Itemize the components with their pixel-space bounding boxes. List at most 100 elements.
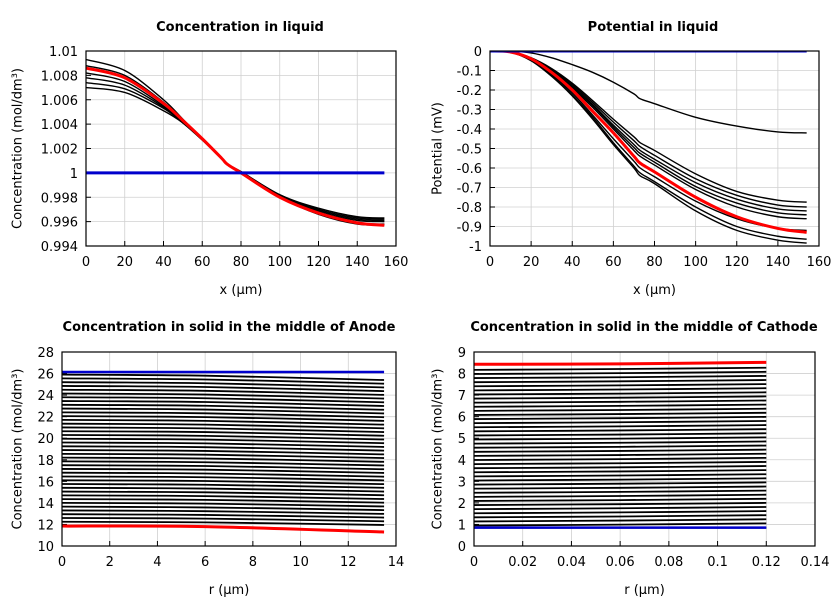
- y-tick-label: 14: [37, 497, 54, 512]
- plot-area: [62, 370, 385, 534]
- y-tick-label: 8: [458, 368, 466, 383]
- y-tick-label: 6: [458, 411, 466, 426]
- y-tick-label: 4: [458, 454, 466, 469]
- x-tick-label: 40: [564, 255, 581, 270]
- black-series-line: [62, 460, 385, 467]
- black-series-line: [474, 518, 767, 523]
- red-series-line: [490, 51, 807, 234]
- y-axis-label: Potential (mV): [431, 102, 446, 195]
- x-tick-label: 0.12: [752, 555, 781, 570]
- black-series-line: [62, 520, 385, 526]
- axes-frame: [489, 50, 820, 247]
- black-series-line: [474, 444, 767, 449]
- x-tick-label: 100: [267, 255, 292, 270]
- black-series-line: [474, 506, 767, 511]
- x-tick-label: 0.14: [801, 555, 830, 570]
- black-series-line: [62, 505, 385, 512]
- y-tick-label: -0.5: [457, 143, 482, 158]
- subplot-2: 0 20 40 60 80 100 120 140 160 -1 -0.9 -0.8 -0.7 -0.6 -…: [431, 20, 832, 298]
- black-series-line: [86, 86, 385, 219]
- y-tick-label: 1: [70, 167, 78, 182]
- black-series-line: [474, 407, 767, 412]
- y-tick-label: 7: [458, 389, 466, 404]
- y-tick-label: -0.9: [457, 221, 482, 236]
- black-series-line: [474, 415, 767, 420]
- x-axis-label: x (µm): [220, 283, 263, 298]
- y-tick-label: 1.004: [41, 118, 78, 133]
- black-series-line: [86, 77, 385, 222]
- x-tick-label: 0.06: [606, 555, 635, 570]
- x-tick-label: 120: [306, 255, 331, 270]
- y-tick-label: 26: [37, 368, 54, 383]
- black-series-line: [62, 385, 385, 393]
- black-series-line: [62, 475, 385, 482]
- y-tick-label: 0: [458, 540, 466, 555]
- black-series-line: [62, 468, 385, 474]
- x-tick-label: 20: [116, 255, 133, 270]
- black-series-line: [474, 403, 767, 408]
- black-series-line: [490, 51, 807, 134]
- black-series-line: [474, 485, 767, 490]
- red-series-line: [86, 66, 385, 227]
- black-series-line: [474, 481, 767, 486]
- black-series-line: [474, 440, 767, 445]
- chart-title: Concentration in solid in the middle of …: [63, 320, 396, 335]
- black-series-line: [490, 51, 807, 240]
- black-series-line: [62, 498, 385, 504]
- x-tick-label: 160: [384, 255, 409, 270]
- x-tick-label: 6: [201, 555, 209, 570]
- y-tick-label: -1: [469, 240, 482, 255]
- black-series-line: [62, 494, 385, 500]
- black-series-line: [62, 400, 385, 407]
- black-series-line: [62, 388, 385, 396]
- black-series-line: [474, 473, 767, 478]
- x-tick-label: 10: [292, 555, 309, 570]
- x-tick-label: 0.04: [557, 555, 586, 570]
- black-series-line: [474, 514, 767, 519]
- y-tick-label: -0.1: [457, 65, 482, 80]
- black-series-line: [474, 379, 767, 384]
- black-series-line: [474, 461, 767, 465]
- y-tick-label: -0.8: [457, 201, 482, 216]
- black-series-line: [62, 449, 385, 456]
- black-series-line: [62, 373, 385, 381]
- black-series-line: [62, 422, 385, 430]
- x-tick-label: 0.02: [508, 555, 537, 570]
- black-series-line: [474, 387, 767, 392]
- black-series-line: [474, 395, 767, 400]
- x-tick-label: 0: [82, 255, 90, 270]
- x-tick-label: 80: [646, 255, 663, 270]
- x-tick-label: 140: [345, 255, 370, 270]
- black-series-line: [474, 493, 767, 498]
- x-tick-label: 0: [470, 555, 478, 570]
- black-series-line: [62, 471, 385, 478]
- black-series-line: [474, 510, 767, 515]
- y-tick-label: 20: [37, 432, 54, 447]
- black-series-line: [86, 64, 385, 225]
- x-tick-label: 14: [388, 555, 405, 570]
- y-tick-label: -0.2: [457, 84, 482, 99]
- black-series-line: [474, 501, 767, 506]
- black-series-line: [62, 403, 385, 411]
- black-series-line: [62, 445, 385, 452]
- black-series-line: [62, 415, 385, 422]
- black-series-line: [62, 407, 385, 415]
- y-tick-label: 1.002: [41, 143, 78, 158]
- plot-area: [86, 58, 385, 227]
- black-series-line: [62, 377, 385, 385]
- axes-frame: [85, 50, 397, 247]
- y-tick-label: 0: [474, 45, 482, 60]
- chart-title: Concentration in liquid: [156, 20, 324, 35]
- black-series-line: [62, 483, 385, 489]
- y-tick-label: 0.996: [41, 216, 78, 231]
- black-series-line: [474, 411, 767, 416]
- y-tick-label: 2: [458, 497, 466, 512]
- black-series-line: [62, 456, 385, 463]
- y-tick-label: 5: [458, 432, 466, 447]
- black-series-line: [474, 375, 767, 379]
- y-tick-label: -0.3: [457, 104, 482, 119]
- black-series-line: [62, 479, 385, 486]
- x-tick-label: 20: [523, 255, 540, 270]
- y-axis-label: Concentration (mol/dm³): [11, 68, 26, 229]
- black-series-line: [490, 51, 807, 212]
